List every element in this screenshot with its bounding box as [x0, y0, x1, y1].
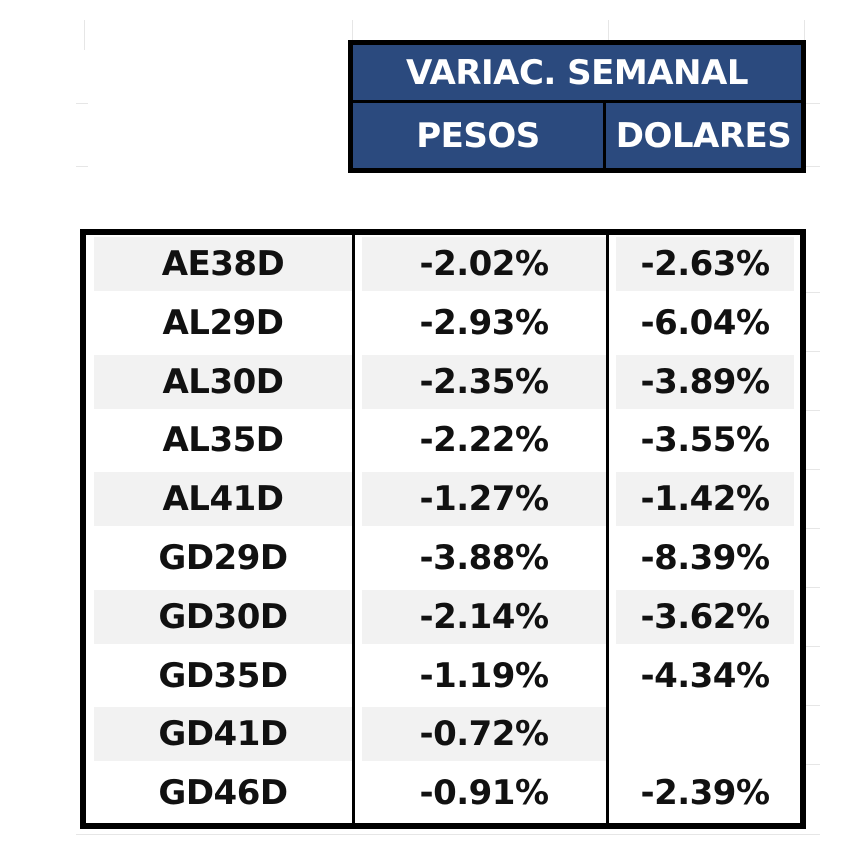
data-table: AE38D -2.02% -2.63% AL29D -2.93% -6.04% … [80, 229, 806, 829]
pesos-cell[interactable]: -2.02% [362, 237, 606, 291]
dolares-cell[interactable]: -1.42% [616, 472, 794, 527]
dolares-cell[interactable]: -3.55% [640, 420, 770, 461]
table-row: GD30D -2.14% -3.62% [86, 588, 800, 647]
ticker-cell[interactable]: AL29D [162, 302, 284, 343]
header-table: VARIAC. SEMANAL PESOS DOLARES [348, 40, 806, 173]
table-row: GD41D -0.72% [86, 705, 800, 764]
table-row: GD35D -1.19% -4.34% [86, 647, 800, 706]
ticker-cell[interactable]: AE38D [94, 237, 352, 291]
pesos-cell[interactable]: -2.93% [419, 302, 549, 343]
gridline [806, 764, 820, 765]
dolares-cell[interactable]: -8.39% [640, 538, 770, 578]
table-row: GD46D -0.91% -2.39% [86, 764, 800, 823]
gridline [76, 103, 88, 104]
gridline [76, 834, 820, 835]
pesos-cell[interactable]: -1.27% [362, 472, 606, 527]
pesos-cell[interactable]: -2.22% [419, 420, 549, 461]
ticker-cell[interactable]: AL41D [94, 472, 352, 527]
gridline [84, 20, 85, 50]
table-row: AL41D -1.27% -1.42% [86, 470, 800, 529]
gridline [806, 469, 820, 470]
gridline [352, 20, 353, 40]
gridline [806, 410, 820, 411]
header-title[interactable]: VARIAC. SEMANAL [353, 45, 801, 103]
table-row: GD29D -3.88% -8.39% [86, 529, 800, 588]
table-row: AL30D -2.35% -3.89% [86, 353, 800, 412]
gridline [806, 103, 820, 104]
ticker-cell[interactable]: GD30D [94, 589, 352, 644]
dolares-cell[interactable]: -6.04% [640, 302, 770, 343]
table-row: AL29D -2.93% -6.04% [86, 294, 800, 353]
column-header-dolares[interactable]: DOLARES [606, 103, 801, 168]
gridline [806, 705, 820, 706]
dolares-cell[interactable]: -4.34% [640, 655, 770, 696]
gridline [806, 292, 820, 293]
gridline [608, 20, 609, 40]
column-divider [606, 235, 609, 823]
dolares-cell[interactable] [616, 707, 794, 762]
gridline [76, 166, 88, 167]
ticker-cell[interactable]: GD46D [158, 773, 288, 814]
ticker-cell[interactable]: AL30D [94, 354, 352, 409]
gridline [806, 166, 820, 167]
pesos-cell[interactable]: -3.88% [419, 538, 549, 578]
ticker-cell[interactable]: GD41D [94, 707, 352, 762]
table-row: AL35D -2.22% -3.55% [86, 411, 800, 470]
gridline [806, 351, 820, 352]
column-divider [352, 235, 355, 823]
pesos-cell[interactable]: -2.35% [362, 354, 606, 409]
dolares-cell[interactable]: -2.39% [640, 773, 770, 814]
dolares-cell[interactable]: -3.62% [616, 589, 794, 644]
table-row: AE38D -2.02% -2.63% [86, 235, 800, 294]
dolares-cell[interactable]: -3.89% [616, 354, 794, 409]
pesos-cell[interactable]: -2.14% [362, 589, 606, 644]
ticker-cell[interactable]: GD35D [158, 655, 288, 696]
ticker-cell[interactable]: GD29D [158, 538, 288, 578]
pesos-cell[interactable]: -1.19% [419, 655, 549, 696]
dolares-cell[interactable]: -2.63% [616, 237, 794, 291]
gridline [806, 528, 820, 529]
pesos-cell[interactable]: -0.72% [362, 707, 606, 762]
gridline [804, 20, 805, 40]
gridline [806, 587, 820, 588]
column-header-pesos[interactable]: PESOS [353, 103, 606, 168]
ticker-cell[interactable]: AL35D [162, 420, 284, 461]
gridline [806, 646, 820, 647]
pesos-cell[interactable]: -0.91% [419, 773, 549, 814]
